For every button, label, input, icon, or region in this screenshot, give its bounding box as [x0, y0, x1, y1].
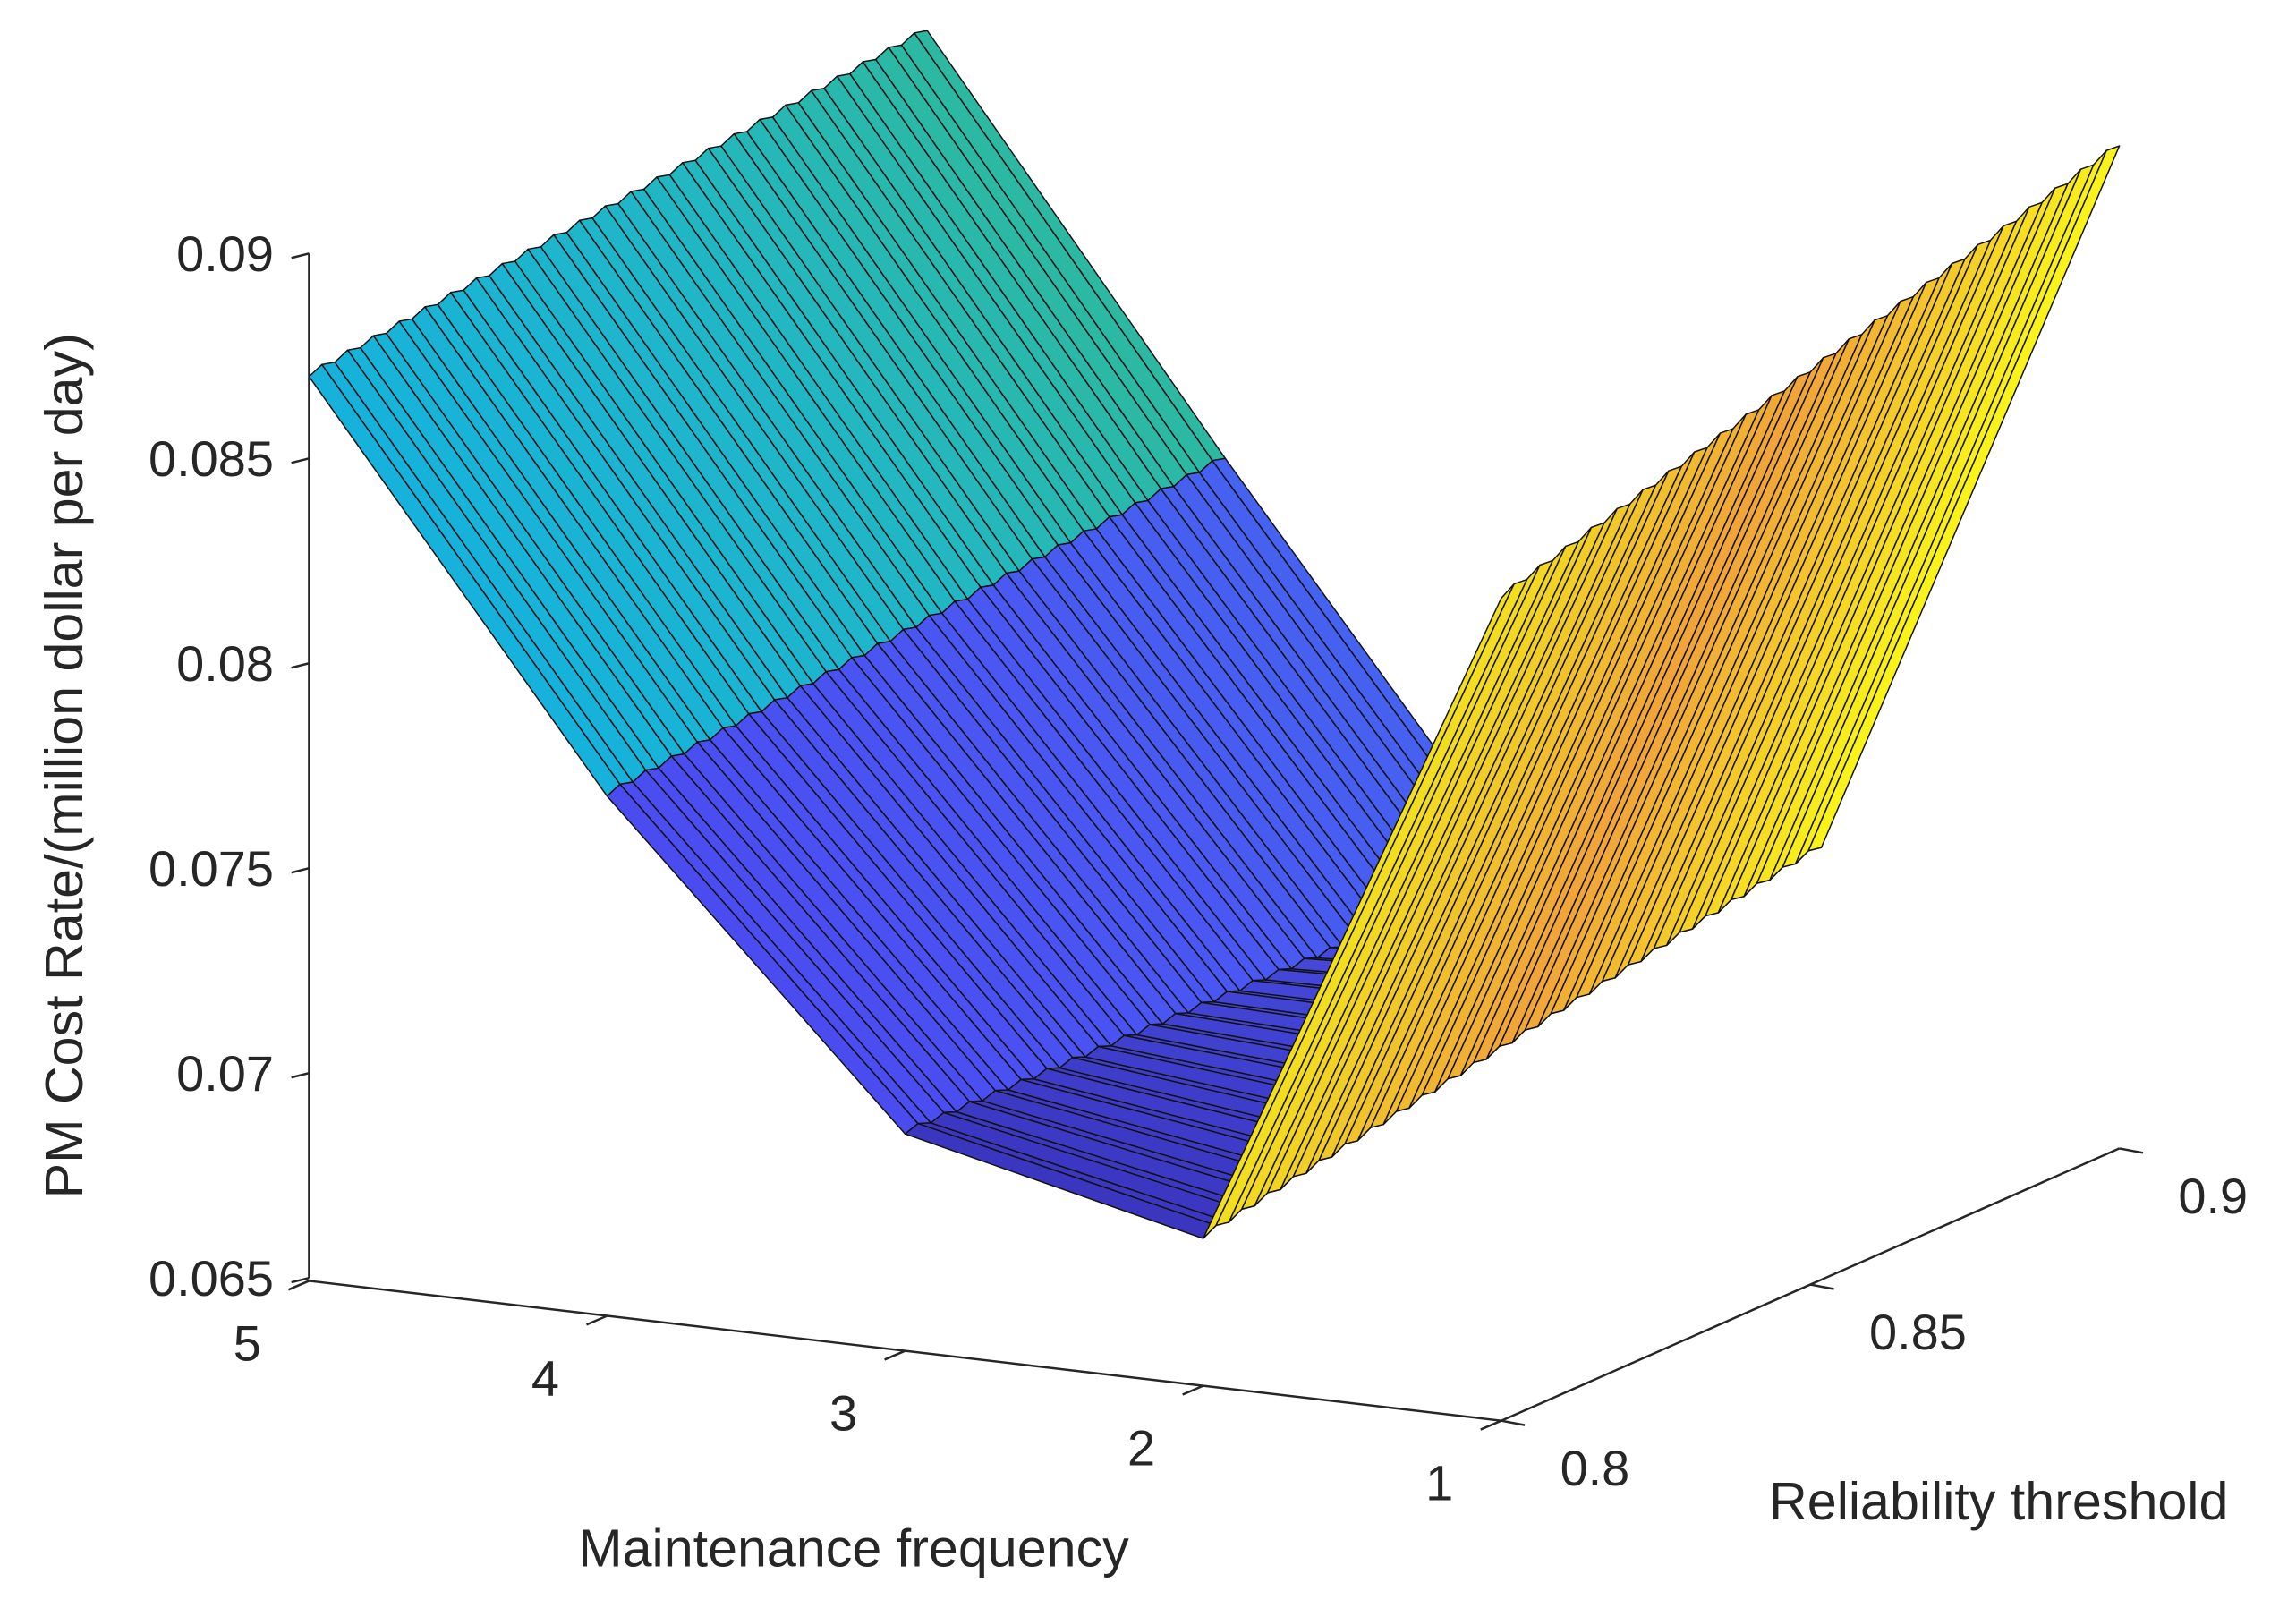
x-tick-label: 1	[1425, 1455, 1453, 1511]
x-tick-mark	[1480, 1419, 1502, 1431]
x-tick-mark	[585, 1314, 608, 1326]
z-tick-mark	[291, 1276, 310, 1284]
x-tick-label: 2	[1127, 1419, 1155, 1476]
z-tick-mark	[291, 1071, 310, 1079]
x-tick-label: 3	[829, 1384, 857, 1441]
z-tick-label: 0.075	[149, 840, 274, 897]
z-tick-label: 0.065	[149, 1250, 274, 1306]
y-tick-label: 0.85	[1869, 1304, 1967, 1360]
z-tick-label: 0.085	[149, 430, 274, 487]
z-tick-label: 0.07	[176, 1045, 274, 1102]
x-tick-mark	[884, 1349, 906, 1361]
x-tick-label: 5	[234, 1314, 261, 1371]
surface-patch	[1807, 145, 2121, 852]
y-tick-mark	[1501, 1419, 1526, 1426]
y-tick-label: 0.9	[2178, 1168, 2248, 1224]
x-tick-mark	[1182, 1384, 1204, 1396]
z-tick-mark	[291, 252, 310, 259]
y-tick-mark	[1809, 1283, 1834, 1290]
z-tick-mark	[291, 867, 310, 874]
y-axis-label: Reliability threshold	[1769, 1471, 2228, 1531]
x-axis-label: Maintenance frequency	[578, 1519, 1129, 1578]
z-axis-label: PM Cost Rate/(million dollar per day)	[34, 333, 94, 1198]
z-tick-label: 0.08	[176, 635, 274, 692]
x-tick-label: 4	[531, 1349, 559, 1406]
y-tick-mark	[2119, 1147, 2144, 1154]
surface-plot	[308, 30, 2121, 1239]
z-tick-mark	[291, 457, 310, 464]
z-tick-label: 0.09	[176, 225, 274, 282]
x-tick-mark	[287, 1280, 310, 1291]
y-tick-label: 0.8	[1560, 1440, 1630, 1496]
z-tick-mark	[291, 662, 310, 669]
